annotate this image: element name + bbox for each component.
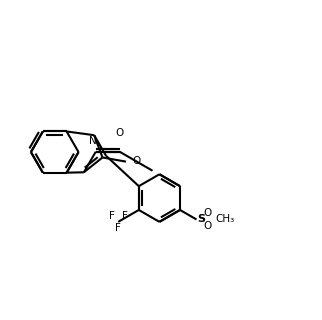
Text: O: O — [132, 156, 141, 166]
Text: N: N — [89, 136, 97, 146]
Text: CH₃: CH₃ — [215, 214, 235, 224]
Text: F: F — [115, 223, 121, 234]
Text: O: O — [115, 128, 124, 139]
Text: F: F — [109, 211, 115, 220]
Text: O: O — [204, 208, 212, 218]
Text: F: F — [122, 211, 128, 220]
Text: S: S — [197, 214, 205, 224]
Text: O: O — [204, 221, 212, 231]
